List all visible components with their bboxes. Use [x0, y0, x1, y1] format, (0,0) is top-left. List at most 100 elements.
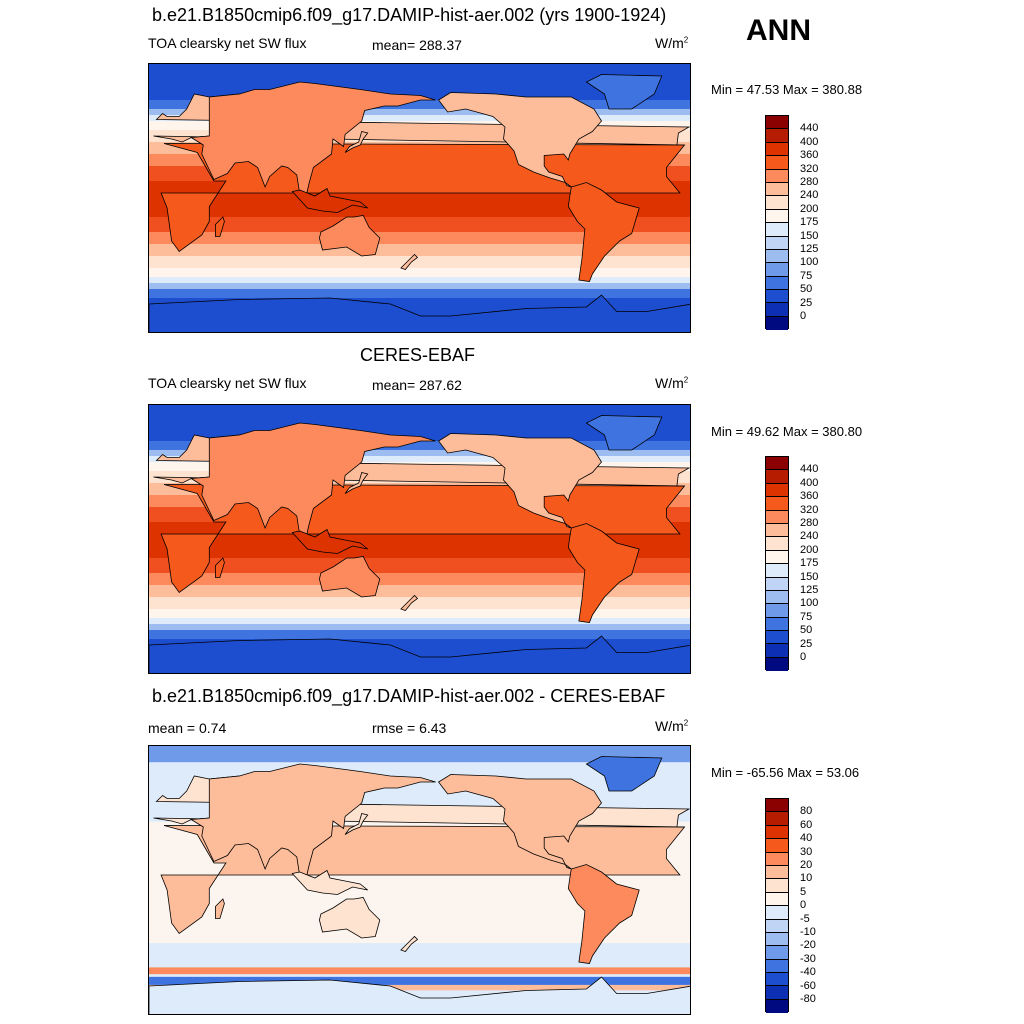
- colorbar-tick-label: 10: [800, 872, 813, 885]
- colorbar-swatch: [766, 631, 788, 645]
- colorbar-swatch: [766, 892, 788, 907]
- colorbar-tick-label: 320: [800, 503, 819, 516]
- colorbar-swatch: [766, 865, 788, 880]
- colorbar-tick-label: 440: [800, 122, 819, 135]
- colorbar-tick-label: 240: [800, 189, 819, 202]
- colorbar-tick-label: -60: [800, 979, 816, 992]
- colorbar-tick-label: 440: [800, 463, 819, 476]
- colorbar-swatch: [766, 497, 788, 511]
- colorbar-swatch: [766, 290, 788, 304]
- colorbar-swatch: [766, 483, 788, 498]
- colorbar-swatch: [766, 223, 788, 237]
- colorbar-swatch: [766, 644, 788, 658]
- colorbar-tick-label: 360: [800, 490, 819, 503]
- panel3-rmse: rmse = 6.43: [372, 720, 447, 736]
- panel2-title: CERES-EBAF: [360, 345, 476, 365]
- colorbar-tick-label: 150: [800, 229, 819, 242]
- colorbar-swatch: [766, 590, 788, 605]
- panel3-title: b.e21.B1850cmip6.f09_g17.DAMIP-hist-aer.…: [152, 686, 666, 706]
- colorbar-tick-label: -10: [800, 926, 816, 938]
- colorbar-swatch: [766, 276, 788, 291]
- panel2-units: W/m2: [655, 375, 689, 391]
- colorbar-swatch: [766, 457, 788, 471]
- colorbar-swatch: [766, 537, 788, 551]
- colorbar-tick-label: 240: [800, 530, 819, 543]
- colorbar-tick-label: -20: [800, 939, 816, 952]
- colorbar-swatch: [766, 906, 788, 920]
- colorbar-swatch: [766, 564, 788, 578]
- colorbar-swatch: [766, 303, 788, 317]
- colorbar-swatch: [766, 129, 788, 143]
- colorbar-tick-label: 0: [800, 899, 807, 912]
- colorbar-swatch: [766, 839, 788, 853]
- panel1-mean: mean= 288.37: [372, 37, 462, 53]
- colorbar-swatch: [766, 577, 788, 591]
- panel2-mean: mean= 287.62: [372, 377, 462, 393]
- colorbar-tick-label: 175: [800, 557, 819, 570]
- colorbar-tick-label: 20: [800, 859, 813, 871]
- colorbar-swatch: [766, 142, 788, 157]
- panel2-minmax: Min = 49.62 Max = 380.80: [711, 424, 863, 439]
- colorbar-tick-label: 50: [800, 283, 813, 296]
- colorbar-swatch: [766, 523, 788, 538]
- colorbar-tick-label: -80: [800, 993, 816, 1005]
- colorbar-tick-label: -40: [800, 966, 816, 979]
- colorbar-tick-label: 320: [800, 162, 819, 175]
- colorbar-tick-label: 360: [800, 149, 819, 162]
- colorbar-tick-label: 400: [800, 476, 819, 489]
- colorbar-swatch: [766, 852, 788, 866]
- colorbar-tick-label: 125: [800, 584, 819, 596]
- colorbar-swatch: [766, 470, 788, 484]
- colorbar-swatch: [766, 799, 788, 813]
- colorbar-tick-label: -5: [800, 912, 810, 925]
- colorbar-tick-label: 0: [800, 310, 807, 322]
- panel1-units: W/m2: [655, 35, 689, 51]
- colorbar-swatch: [766, 973, 788, 987]
- colorbar-tick-label: 175: [800, 216, 819, 229]
- colorbar-swatch: [766, 236, 788, 250]
- colorbar-tick-label: 280: [800, 176, 819, 188]
- colorbar-swatch: [766, 999, 788, 1014]
- panel3-mean: mean = 0.74: [148, 720, 227, 736]
- colorbar-tick-label: 400: [800, 135, 819, 148]
- colorbar-tick-label: 5: [800, 885, 807, 898]
- colorbar-tick-label: 30: [800, 845, 813, 858]
- colorbar-tick-label: 60: [800, 818, 813, 831]
- panel1-minmax: Min = 47.53 Max = 380.88: [711, 82, 863, 97]
- colorbar-swatch: [766, 932, 788, 947]
- colorbar-swatch: [766, 196, 788, 210]
- difference-map: [148, 745, 691, 1015]
- colorbar-swatch: [766, 510, 788, 524]
- colorbar-tick-label: 75: [800, 269, 813, 282]
- colorbar-swatch: [766, 946, 788, 960]
- colorbar-tick-label: 200: [800, 202, 819, 215]
- panel2-variable: TOA clearsky net SW flux: [148, 375, 307, 391]
- model-map: [148, 63, 691, 333]
- colorbar-swatch: [766, 550, 788, 565]
- colorbar-swatch: [766, 169, 788, 183]
- panel1-variable: TOA clearsky net SW flux: [148, 35, 307, 51]
- panel2-colorbar: [765, 456, 789, 672]
- colorbar-swatch: [766, 812, 788, 826]
- colorbar-tick-label: 50: [800, 624, 813, 637]
- colorbar-tick-label: 125: [800, 243, 819, 255]
- colorbar-swatch: [766, 156, 788, 170]
- panel1-colorbar: [765, 115, 789, 331]
- colorbar-swatch: [766, 959, 788, 974]
- panel1-title: b.e21.B1850cmip6.f09_g17.DAMIP-hist-aer.…: [152, 5, 667, 25]
- colorbar-tick-label: 25: [800, 637, 813, 650]
- colorbar-swatch: [766, 657, 788, 672]
- panel3-minmax: Min = -65.56 Max = 53.06: [711, 765, 860, 780]
- panel3-units: W/m2: [655, 718, 689, 734]
- colorbar-tick-label: 280: [800, 517, 819, 529]
- panel3-colorbar: [765, 798, 789, 1014]
- colorbar-swatch: [766, 919, 788, 933]
- colorbar-swatch: [766, 263, 788, 277]
- colorbar-swatch: [766, 604, 788, 618]
- colorbar-tick-label: -30: [800, 952, 816, 965]
- colorbar-swatch: [766, 617, 788, 632]
- colorbar-tick-label: 40: [800, 832, 813, 845]
- colorbar-tick-label: 100: [800, 256, 819, 269]
- colorbar-swatch: [766, 116, 788, 130]
- colorbar-swatch: [766, 986, 788, 1000]
